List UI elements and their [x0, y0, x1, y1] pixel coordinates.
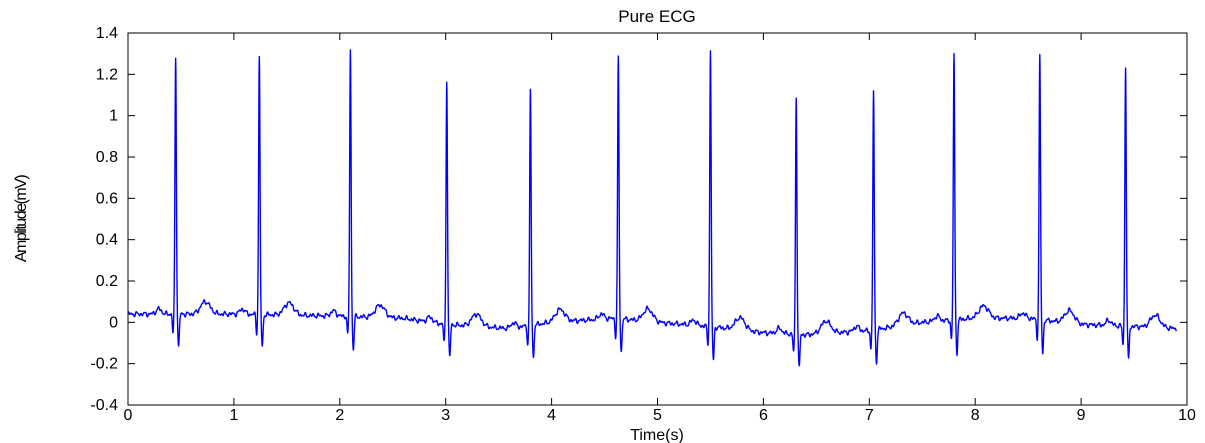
y-tick-label: 0.6 — [96, 190, 118, 207]
y-tick-label: 0.2 — [96, 273, 118, 290]
y-tick-label: 0.4 — [96, 232, 118, 249]
chart-title: Pure ECG — [618, 7, 695, 26]
x-tick-label: 10 — [1178, 407, 1196, 424]
y-tick-label: -0.2 — [90, 356, 118, 373]
x-tick-label: 9 — [1077, 407, 1086, 424]
x-tick-label: 8 — [971, 407, 980, 424]
x-tick-label: 3 — [441, 407, 450, 424]
x-axis-label: Time(s) — [630, 427, 684, 443]
plot-frame — [127, 32, 1188, 406]
y-tick-label: 1.2 — [96, 66, 118, 83]
y-tick-label: 0 — [109, 314, 118, 331]
x-tick-label: 4 — [547, 407, 556, 424]
plot-background — [128, 33, 1187, 405]
x-tick-label: 2 — [335, 407, 344, 424]
x-tick-label: 7 — [865, 407, 874, 424]
y-tick-label: 0.8 — [96, 149, 118, 166]
x-tick-label: 0 — [124, 407, 133, 424]
x-tick-label: 5 — [653, 407, 662, 424]
x-tick-label: 1 — [229, 407, 238, 424]
x-tick-label: 6 — [759, 407, 768, 424]
series-line-ecg — [127, 49, 1178, 367]
y-tick-label: -0.4 — [90, 397, 118, 414]
y-axis-ticks: -0.4 -0.2 0 0.2 0.4 0.6 0.8 1 1.2 1.4 — [90, 25, 1187, 414]
y-axis-label: Amplitude(mV) — [13, 175, 30, 262]
x-axis-ticks: 0 1 2 3 4 5 6 7 8 9 10 — [124, 33, 1196, 424]
y-tick-label: 1.4 — [96, 25, 118, 42]
y-tick-label: 1 — [109, 108, 118, 125]
